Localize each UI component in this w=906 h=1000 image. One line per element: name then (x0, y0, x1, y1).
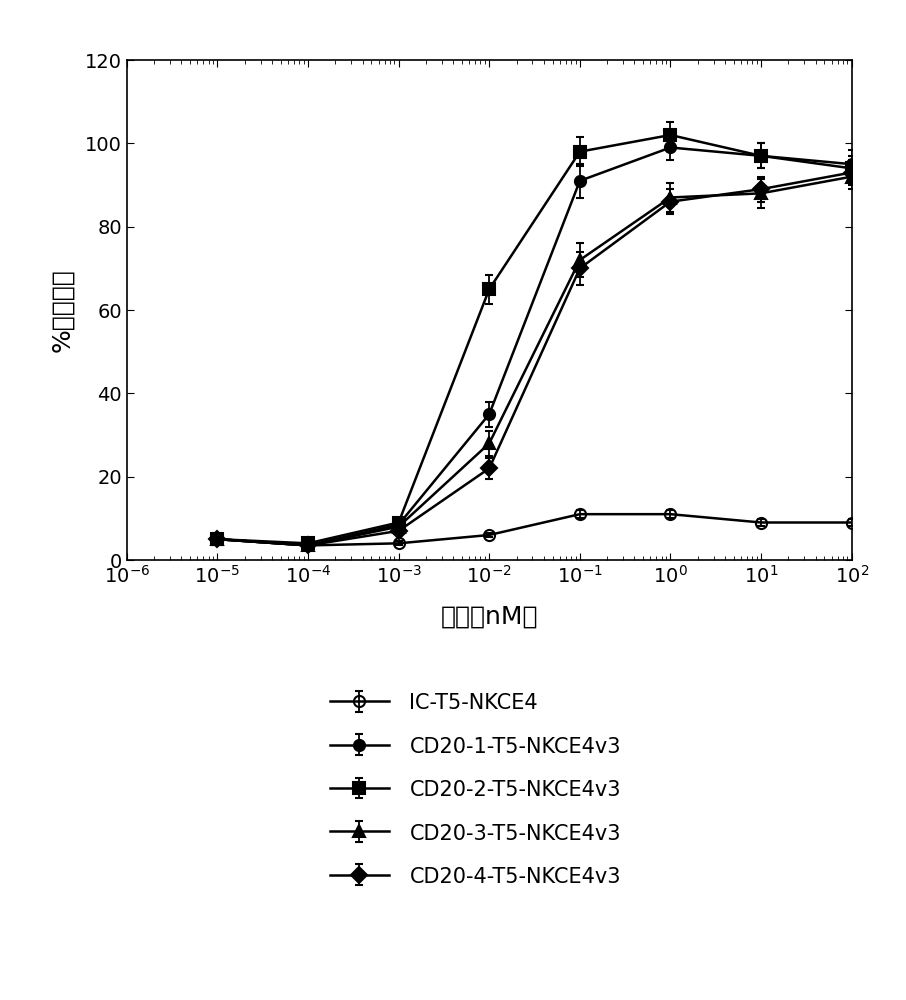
Y-axis label: %细胞毒性: %细胞毒性 (50, 268, 74, 352)
Legend: IC-T5-NKCE4, CD20-1-T5-NKCE4v3, CD20-2-T5-NKCE4v3, CD20-3-T5-NKCE4v3, CD20-4-T5-: IC-T5-NKCE4, CD20-1-T5-NKCE4v3, CD20-2-T… (331, 693, 621, 887)
Text: 浓度（nM）: 浓度（nM） (440, 605, 538, 629)
